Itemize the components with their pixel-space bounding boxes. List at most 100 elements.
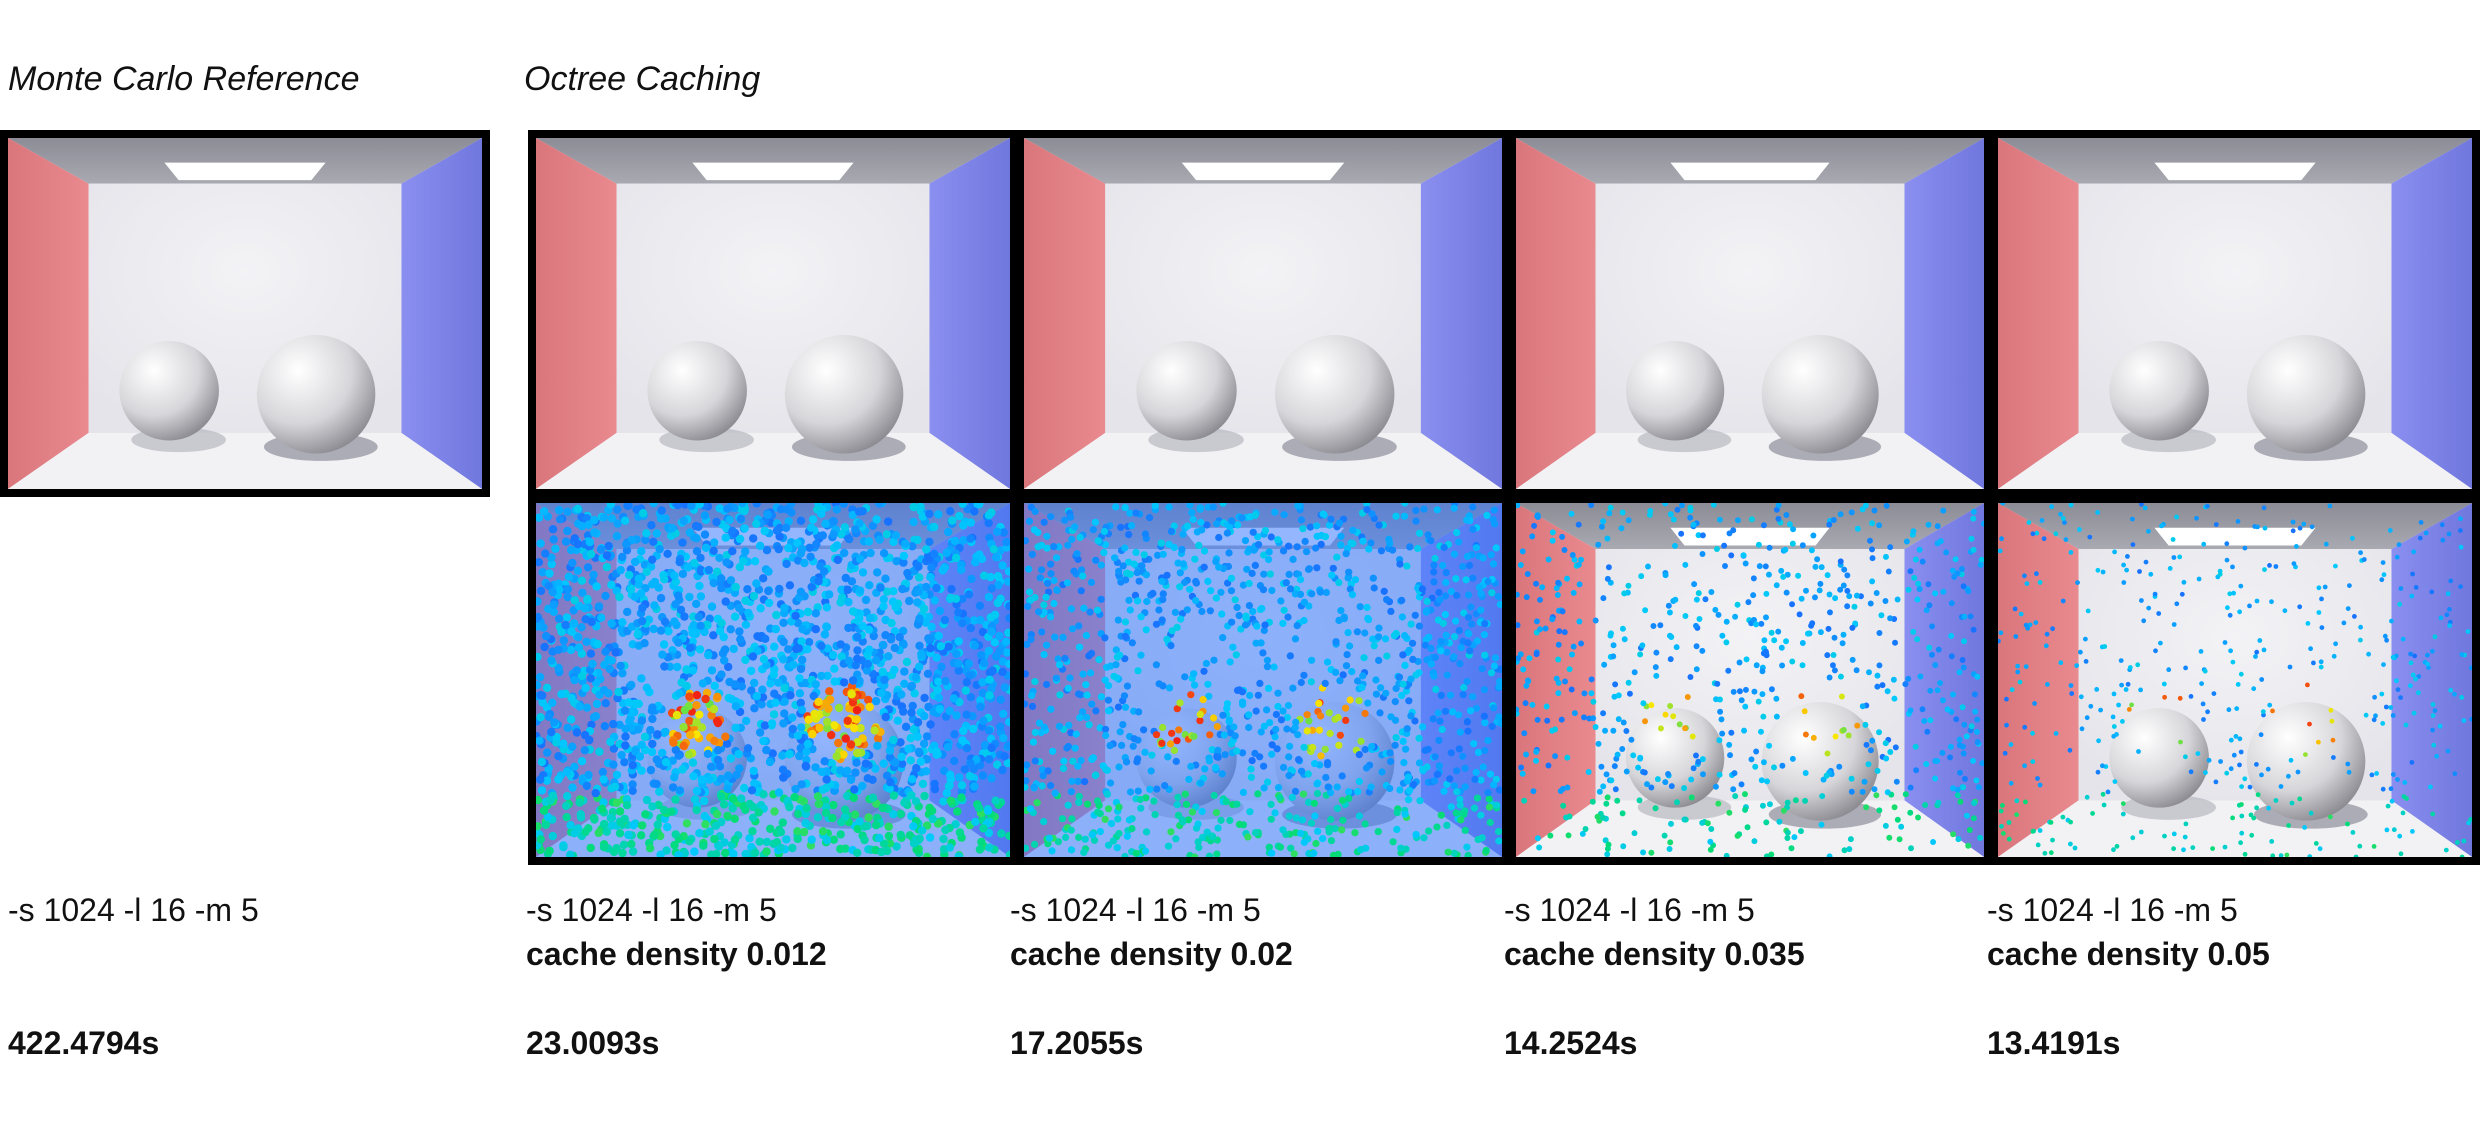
cache-point <box>623 503 632 510</box>
cache-point <box>994 581 1003 590</box>
cache-point <box>548 831 557 841</box>
cache-point <box>796 698 805 708</box>
cache-point <box>658 748 667 758</box>
cache-point <box>914 747 924 756</box>
cache-point <box>1368 743 1376 751</box>
cache-point <box>601 591 610 601</box>
cache-point <box>782 835 791 844</box>
cache-point <box>1092 707 1100 715</box>
cache-point <box>2257 638 2263 643</box>
cache-point <box>1329 564 1337 572</box>
cache-point <box>1354 788 1362 796</box>
cache-point <box>1912 556 1919 563</box>
cache-point <box>1970 546 1977 553</box>
cache-point <box>1641 769 1648 776</box>
cache-point <box>2094 687 2100 692</box>
cache-point <box>977 651 986 660</box>
cache-point <box>927 563 936 572</box>
cache-point <box>2402 780 2408 785</box>
cache-point <box>685 716 694 726</box>
cache-point <box>759 790 768 799</box>
cache-point <box>1196 717 1204 725</box>
cache-point <box>1076 533 1084 542</box>
cache-point <box>2239 813 2245 819</box>
cache-point <box>1482 846 1490 855</box>
cache-point <box>1420 834 1428 842</box>
cache-point <box>908 701 917 711</box>
cache-point <box>1715 800 1722 807</box>
cache-point <box>1708 589 1715 595</box>
cache-point <box>685 692 694 701</box>
cache-point <box>1894 816 1901 823</box>
cache-point <box>1328 571 1336 579</box>
cache-point <box>638 603 647 613</box>
cache-point <box>844 656 854 665</box>
cache-point <box>1469 503 1477 511</box>
cache-point <box>1233 747 1241 755</box>
cache-point <box>1271 733 1279 741</box>
cache-point <box>1066 674 1074 682</box>
cache-point <box>782 505 791 514</box>
cache-point <box>1158 616 1166 624</box>
cache-point <box>1438 725 1446 734</box>
cache-point <box>1852 620 1859 627</box>
cache-point <box>546 796 555 805</box>
cache-point <box>1600 595 1607 602</box>
cache-point <box>801 678 810 688</box>
cache-point <box>1614 751 1621 758</box>
cache-point <box>1248 569 1256 577</box>
cache-point <box>618 552 627 562</box>
cache-point <box>609 719 618 729</box>
cache-point <box>1344 629 1352 637</box>
cache-point <box>1869 555 1876 562</box>
cache-point <box>1755 541 1762 548</box>
cache-point <box>615 592 624 602</box>
cache-point <box>712 567 722 576</box>
cache-point <box>986 572 995 582</box>
cache-point <box>2231 590 2236 596</box>
cache-point <box>1024 537 1030 545</box>
cache-point <box>1114 616 1122 624</box>
cache-point <box>855 676 864 685</box>
cache-point <box>1890 676 1897 683</box>
cache-point <box>759 574 768 583</box>
cache-point <box>707 850 716 857</box>
cache-point <box>901 539 910 548</box>
cache-point <box>878 667 887 677</box>
cache-point <box>1247 765 1255 773</box>
cache-point <box>966 693 976 702</box>
cache-point <box>1742 791 1748 798</box>
cache-point <box>1492 775 1500 783</box>
cache-point <box>1106 779 1115 787</box>
cache-point <box>1077 566 1086 574</box>
cache-point <box>2358 550 2363 556</box>
cache-point <box>2269 839 2275 844</box>
cache-point <box>1970 757 1977 764</box>
cache-point <box>626 584 636 594</box>
cache-point <box>2369 772 2375 778</box>
cache-point <box>549 607 558 616</box>
cache-point <box>1274 784 1283 792</box>
cache-point <box>559 843 568 852</box>
cache-point <box>582 781 592 791</box>
cache-point <box>1775 628 1782 635</box>
cache-point <box>1075 833 1083 842</box>
cache-point <box>1046 613 1055 621</box>
cache-point <box>1731 770 1738 777</box>
cache-point <box>1840 727 1847 733</box>
cache-point <box>1194 838 1202 846</box>
cache-point <box>1437 637 1445 646</box>
cache-point <box>2381 662 2386 667</box>
cache-point <box>1002 537 1010 547</box>
cache-point <box>1484 789 1492 797</box>
cache-point <box>1516 706 1520 713</box>
cache-point <box>1452 575 1460 583</box>
cache-point <box>1345 568 1353 576</box>
cache-point <box>891 758 900 767</box>
cache-point <box>935 606 945 616</box>
cache-point <box>2291 561 2297 566</box>
cache-point <box>1263 663 1272 671</box>
cache-point <box>2270 708 2275 714</box>
cache-point <box>2127 665 2133 670</box>
cache-point <box>1043 544 1051 552</box>
